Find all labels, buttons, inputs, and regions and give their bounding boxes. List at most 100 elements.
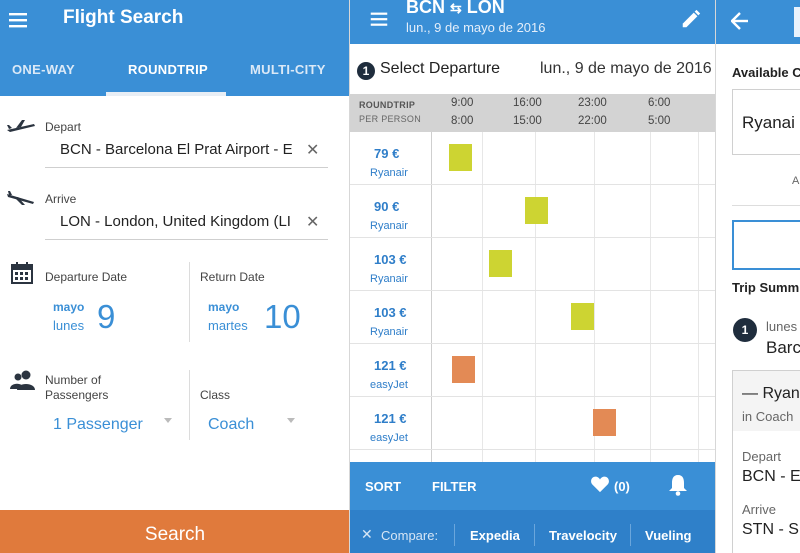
airline-card-name: Ryanai xyxy=(742,113,795,132)
compare-vueling[interactable]: Vueling xyxy=(645,528,692,543)
airline-label: Ryanair xyxy=(370,167,408,179)
step-day: lunes xyxy=(766,319,798,334)
step-city: Barc xyxy=(766,338,800,357)
menu-icon[interactable] xyxy=(368,8,390,30)
page-title: Flight Search xyxy=(63,7,184,28)
result-row[interactable]: 121 € easyJet xyxy=(350,344,715,397)
filter-button[interactable]: FILTER xyxy=(432,479,477,494)
time-label: 23:00 xyxy=(578,97,607,109)
result-row[interactable]: 103 € Ryanair xyxy=(350,238,715,291)
passengers-label-line1: Number of xyxy=(45,373,102,387)
departure-date-label: Departure Date xyxy=(45,270,128,284)
action-button[interactable] xyxy=(794,7,800,37)
time-grid-header: ROUNDTRIP PER PERSON 9:00 8:00 16:00 15:… xyxy=(350,94,715,132)
clear-depart-icon[interactable]: ✕ xyxy=(306,142,320,159)
header-roundtrip: ROUNDTRIP xyxy=(359,100,416,110)
depart-label: Depart xyxy=(742,449,782,464)
calendar-icon xyxy=(11,262,33,284)
result-row[interactable]: 103 € Ryanair xyxy=(350,291,715,344)
grid-line xyxy=(594,132,595,462)
flight-search-screen: Flight Search ONE-WAY ROUNDTRIP MULTI-CI… xyxy=(0,0,350,553)
departure-day: 9 xyxy=(97,298,116,335)
available-heading: Available C xyxy=(732,65,800,80)
results-grid: 79 € Ryanair 90 € Ryanair 103 € Ryanair … xyxy=(350,132,715,462)
depart-field[interactable]: BCN - Barcelona El Prat Airport - E xyxy=(60,141,293,158)
heart-icon[interactable] xyxy=(590,475,610,493)
depart-underline xyxy=(45,167,328,168)
trip-type-tabs: ONE-WAY ROUNDTRIP MULTI-CITY xyxy=(0,44,350,96)
header-per-person: PER PERSON xyxy=(359,114,422,124)
return-day: 10 xyxy=(264,298,301,335)
result-row[interactable]: 90 € Ryanair xyxy=(350,185,715,238)
grid-line xyxy=(698,132,699,462)
flight-class: in Coach xyxy=(742,409,794,424)
time-label: 15:00 xyxy=(513,115,542,127)
select-departure-date: lun., 9 de mayo de 2016 xyxy=(540,60,712,77)
edit-icon[interactable] xyxy=(680,8,702,30)
departure-weekday: lunes xyxy=(53,318,85,333)
airline-label: Ryanair xyxy=(370,220,408,232)
select-departure-label: Select Departure xyxy=(380,60,501,77)
sort-button[interactable]: SORT xyxy=(365,479,402,494)
result-row[interactable]: 121 € easyJet xyxy=(350,397,715,450)
route-subtitle: lun., 9 de mayo de 2016 xyxy=(406,20,546,35)
result-row[interactable]: 79 € Ryanair xyxy=(350,132,715,185)
step-badge: 1 xyxy=(733,318,757,342)
tab-roundtrip[interactable]: ROUNDTRIP xyxy=(128,62,208,77)
swap-icon: ⇆ xyxy=(450,0,462,16)
tab-multi-city[interactable]: MULTI-CITY xyxy=(250,62,326,77)
flight-time-slot[interactable] xyxy=(452,356,475,383)
price-label: 79 € xyxy=(374,146,400,161)
airline-label: easyJet xyxy=(370,432,408,444)
price-label: 103 € xyxy=(374,252,407,267)
flight-time-slot[interactable] xyxy=(571,303,594,330)
airline-card[interactable] xyxy=(732,89,800,155)
compare-label: Compare: xyxy=(381,528,439,543)
route-destination: LON xyxy=(466,0,505,17)
flight-airline: — Ryan xyxy=(742,385,800,402)
arrive-label: Arrive xyxy=(45,192,77,206)
close-compare-icon[interactable]: ✕ xyxy=(361,526,373,542)
menu-icon[interactable] xyxy=(6,8,30,32)
search-button[interactable]: Search xyxy=(0,510,350,553)
flight-time-slot[interactable] xyxy=(489,250,512,277)
compare-expedia[interactable]: Expedia xyxy=(470,528,520,543)
clear-arrive-icon[interactable]: ✕ xyxy=(306,214,320,231)
route-title: BCN ⇆ LON xyxy=(406,0,505,18)
panel-divider xyxy=(715,0,716,553)
divider xyxy=(732,205,800,206)
highlighted-box[interactable] xyxy=(732,220,800,270)
grid-line xyxy=(650,132,651,462)
app-bar xyxy=(716,0,800,44)
flight-time-slot[interactable] xyxy=(593,409,616,436)
back-arrow-icon[interactable] xyxy=(731,12,749,30)
app-bar: Flight Search xyxy=(0,0,350,44)
grid-line xyxy=(431,132,432,462)
airline-label: easyJet xyxy=(370,379,408,391)
airline-label: Ryanair xyxy=(370,273,408,285)
flight-time-slot[interactable] xyxy=(525,197,548,224)
flight-card[interactable] xyxy=(732,370,800,553)
bell-icon[interactable] xyxy=(668,474,688,496)
flight-card-header xyxy=(733,371,800,431)
results-screen: BCN ⇆ LON lun., 9 de mayo de 2016 1 Sele… xyxy=(350,0,715,553)
class-divider xyxy=(189,370,190,440)
compare-divider xyxy=(534,524,535,546)
return-month: mayo xyxy=(208,300,240,314)
tab-one-way[interactable]: ONE-WAY xyxy=(12,62,76,77)
compare-travelocity[interactable]: Travelocity xyxy=(549,528,617,543)
depart-label: Depart xyxy=(45,120,82,134)
grid-line xyxy=(535,132,536,462)
class-value: Coach xyxy=(208,416,255,433)
date-divider xyxy=(189,262,190,342)
trip-summary-heading: Trip Summ xyxy=(732,280,800,295)
passengers-value: 1 Passenger xyxy=(53,416,143,433)
active-tab-indicator xyxy=(106,92,226,96)
price-label: 90 € xyxy=(374,199,400,214)
departure-month: mayo xyxy=(53,300,85,314)
step-badge: 1 xyxy=(357,62,375,80)
return-weekday: martes xyxy=(208,318,248,333)
arrive-field[interactable]: LON - London, United Kingdom (LI xyxy=(60,213,291,230)
chevron-down-icon xyxy=(164,418,172,423)
flight-time-slot[interactable] xyxy=(449,144,472,171)
